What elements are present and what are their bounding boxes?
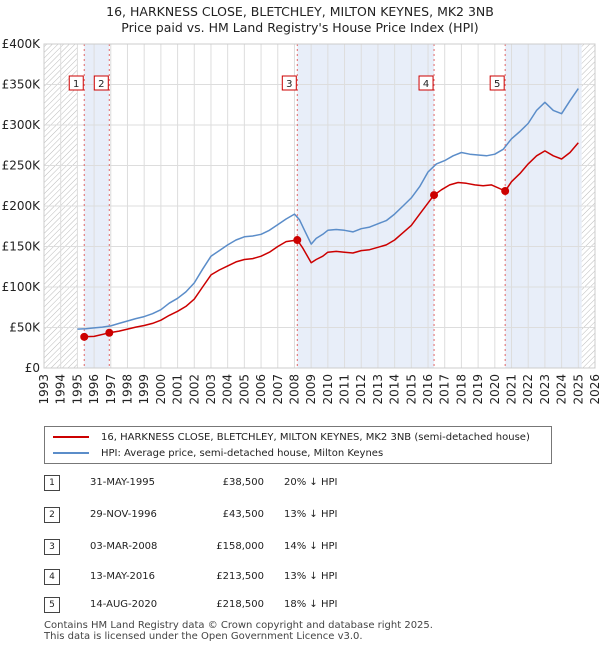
x-tick-label: 1993 [37, 374, 51, 405]
x-tick-label: 1997 [104, 374, 118, 405]
transaction-number: 2 [44, 507, 60, 523]
transaction-date: 13-MAY-2016 [90, 571, 156, 582]
x-tick-label: 2007 [271, 374, 285, 405]
y-tick-label: £400K [2, 37, 42, 51]
hpi-series-line [77, 88, 579, 330]
sale-number-label: 3 [286, 79, 292, 90]
x-tick-label: 2024 [555, 374, 569, 405]
sale-number-box [281, 75, 297, 91]
transaction-date: 03-MAR-2008 [90, 541, 158, 552]
table-row: 5 14-AUG-2020 £218,500 18% ↓ HPI [44, 597, 564, 613]
sale-number-label: 1 [73, 79, 79, 90]
sale-number-box [489, 75, 505, 91]
x-tick-label: 2023 [538, 374, 552, 405]
x-tick-label: 1995 [70, 374, 84, 405]
sale-number-label: 4 [423, 79, 429, 90]
x-tick-label: 2006 [254, 374, 268, 405]
transaction-date: 14-AUG-2020 [90, 599, 158, 610]
legend-property: 16, HARKNESS CLOSE, BLETCHLEY, MILTON KE… [53, 430, 530, 444]
sale-number-box [93, 75, 109, 91]
transaction-number: 5 [44, 597, 60, 613]
transaction-number: 3 [44, 539, 60, 555]
x-tick-label: 2000 [154, 374, 168, 405]
table-row: 4 13-MAY-2016 £213,500 13% ↓ HPI [44, 569, 564, 585]
x-tick-label: 2025 [571, 374, 585, 405]
property-series-line [84, 142, 579, 338]
x-tick-label: 2022 [521, 374, 535, 405]
sale-number-label: 2 [98, 79, 104, 90]
sale-point [430, 191, 439, 200]
y-tick-label: £200K [2, 199, 42, 213]
x-tick-label: 2026 [588, 374, 600, 405]
transaction-price: £38,500 [222, 477, 264, 488]
legend-property-label: 16, HARKNESS CLOSE, BLETCHLEY, MILTON KE… [101, 431, 530, 443]
sale-number-box [68, 75, 84, 91]
sale-point [293, 236, 302, 245]
x-tick-label: 2011 [338, 374, 352, 405]
transaction-hpi-diff: 13% ↓ HPI [284, 571, 338, 582]
legend-hpi: HPI: Average price, semi-detached house,… [53, 446, 383, 460]
footer-license: This data is licensed under the Open Gov… [44, 631, 363, 642]
y-tick-label: £350K [2, 78, 42, 92]
sale-point [80, 332, 89, 341]
footer-copyright: Contains HM Land Registry data © Crown c… [44, 620, 433, 631]
transaction-hpi-diff: 20% ↓ HPI [284, 477, 338, 488]
y-tick-label: £250K [2, 159, 42, 173]
legend-property-swatch [53, 436, 89, 438]
y-tick-label: £50K [9, 321, 41, 335]
plot-border [43, 43, 596, 369]
x-tick-label: 2014 [388, 374, 402, 405]
y-tick-label: £300K [2, 118, 42, 132]
x-tick-label: 2017 [438, 374, 452, 405]
transaction-hpi-diff: 13% ↓ HPI [284, 509, 338, 520]
chart-title-line-2: Price paid vs. HM Land Registry's House … [121, 20, 479, 35]
y-tick-label: £100K [2, 280, 42, 294]
sale-number-box [418, 75, 434, 91]
transaction-price: £218,500 [216, 599, 264, 610]
x-tick-label: 1998 [120, 374, 134, 405]
x-tick-label: 2008 [287, 374, 301, 405]
transaction-number: 4 [44, 569, 60, 585]
transaction-price: £213,500 [216, 571, 264, 582]
transaction-number: 1 [44, 475, 60, 491]
x-tick-label: 2021 [505, 374, 519, 405]
x-tick-label: 2013 [371, 374, 385, 405]
chart-legend: 16, HARKNESS CLOSE, BLETCHLEY, MILTON KE… [44, 426, 552, 464]
x-tick-label: 1994 [54, 374, 68, 405]
x-tick-label: 2015 [404, 374, 418, 405]
table-row: 3 03-MAR-2008 £158,000 14% ↓ HPI [44, 539, 564, 555]
sale-point [501, 187, 510, 196]
y-tick-label: £0 [25, 361, 40, 375]
transaction-date: 31-MAY-1995 [90, 477, 156, 488]
x-tick-label: 2004 [221, 374, 235, 405]
x-tick-label: 2001 [171, 374, 185, 405]
legend-hpi-label: HPI: Average price, semi-detached house,… [101, 447, 384, 459]
x-tick-label: 1999 [137, 374, 151, 405]
x-tick-label: 2005 [237, 374, 251, 405]
y-tick-label: £150K [2, 240, 42, 254]
x-tick-label: 2018 [454, 374, 468, 405]
sale-number-label: 5 [494, 79, 500, 90]
transaction-price: £158,000 [216, 541, 264, 552]
legend-hpi-swatch [53, 452, 89, 454]
table-row: 1 31-MAY-1995 £38,500 20% ↓ HPI [44, 475, 564, 491]
x-tick-label: 1996 [87, 374, 101, 405]
x-tick-label: 2002 [187, 374, 201, 405]
transaction-hpi-diff: 18% ↓ HPI [284, 599, 338, 610]
x-tick-label: 2019 [471, 374, 485, 405]
transaction-date: 29-NOV-1996 [90, 509, 157, 520]
chart-title-line-1: 16, HARKNESS CLOSE, BLETCHLEY, MILTON KE… [106, 4, 494, 19]
x-tick-label: 2010 [321, 374, 335, 405]
x-tick-label: 2020 [488, 374, 502, 405]
sale-point [105, 328, 114, 337]
table-row: 2 29-NOV-1996 £43,500 13% ↓ HPI [44, 507, 564, 523]
x-tick-label: 2016 [421, 374, 435, 405]
x-tick-label: 2003 [204, 374, 218, 405]
footer-attribution: Contains HM Land Registry data © Crown c… [44, 620, 433, 642]
transaction-price: £43,500 [222, 509, 264, 520]
x-tick-label: 2009 [304, 374, 318, 405]
x-tick-label: 2012 [354, 374, 368, 405]
transaction-hpi-diff: 14% ↓ HPI [284, 541, 338, 552]
